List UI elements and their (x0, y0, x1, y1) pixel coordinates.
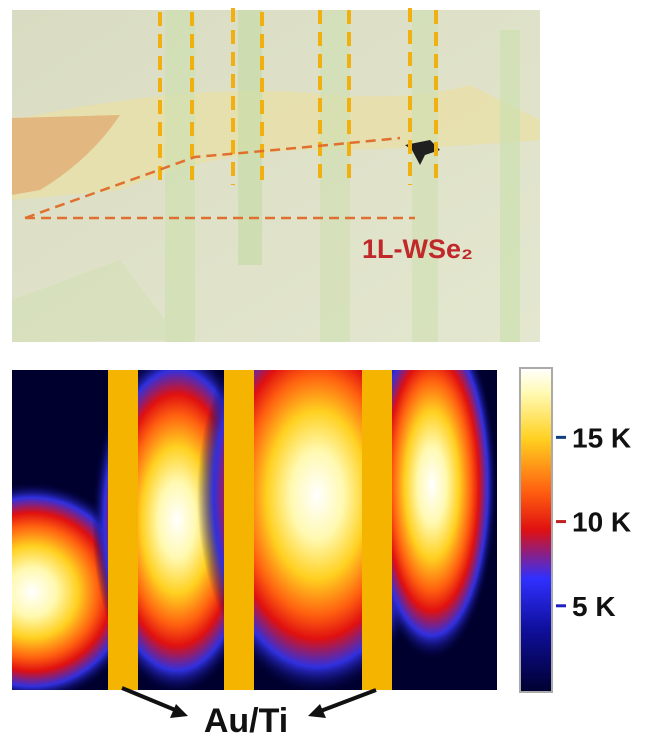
micrograph: 1L-WSe₂ (12, 8, 540, 342)
tick-label: 10 K (572, 507, 631, 538)
tick-label: 5 K (572, 591, 616, 622)
colorbar (520, 368, 552, 692)
pl-map (0, 295, 497, 702)
figure: 1L-WSe₂ Au/Ti 15 K 10 K 5 K (0, 0, 670, 752)
tick-label: 15 K (572, 422, 631, 453)
electrode-label: Au/Ti (204, 702, 288, 740)
flake-label: 1L-WSe₂ (362, 234, 473, 264)
